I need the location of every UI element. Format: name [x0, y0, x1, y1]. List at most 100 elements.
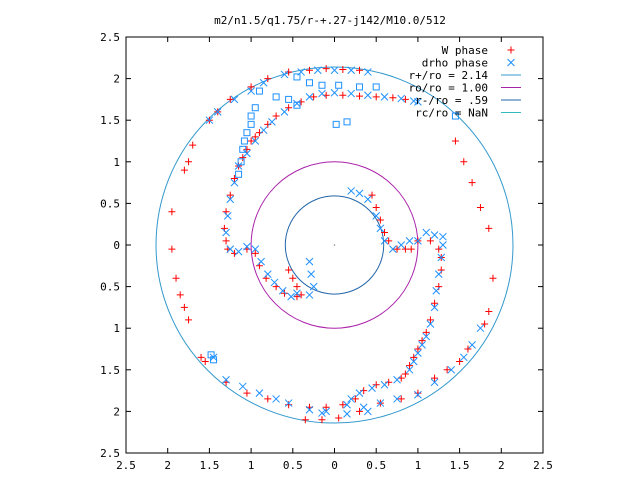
drho-phase-point — [414, 390, 422, 399]
w-phase-point — [310, 93, 318, 101]
drho-phase-point — [238, 382, 247, 391]
square-point — [210, 356, 218, 364]
w-phase-point — [381, 229, 389, 237]
circle-r-ro-59 — [284, 195, 385, 295]
drho-phase-point — [430, 303, 439, 312]
y-tick-label: 2.5 — [100, 447, 120, 460]
w-phase-point — [180, 303, 188, 311]
y-tick-label: 1.5 — [100, 114, 120, 127]
square-point — [235, 170, 243, 178]
drho-phase-point — [343, 400, 351, 409]
circle-ro-ro-1-00 — [250, 161, 419, 329]
drho-phase-point — [318, 89, 326, 98]
w-phase-point — [431, 374, 439, 382]
drho-phase-point — [330, 88, 339, 97]
y-tick-label: 0 — [113, 239, 120, 252]
y-tick-label: 2 — [113, 405, 120, 418]
drho-phase-point — [287, 292, 295, 301]
drho-phase-point — [322, 407, 331, 416]
drho-phase-point — [313, 66, 322, 75]
w-phase-point — [406, 362, 414, 370]
drho-phase-point — [222, 375, 230, 384]
square-point — [372, 83, 380, 91]
x-tick-label: 1.5 — [199, 459, 219, 472]
drho-phase-point — [347, 66, 356, 75]
x-tick-label: 1.5 — [450, 459, 470, 472]
w-phase-point — [401, 370, 409, 378]
w-phase-point — [322, 65, 330, 73]
drho-phase-point — [422, 332, 431, 341]
w-phase-point — [285, 104, 293, 112]
w-phase-point — [272, 112, 280, 120]
drho-phase-point — [468, 340, 476, 349]
w-phase-point — [335, 414, 343, 422]
w-phase-point — [437, 266, 445, 274]
w-phase-point — [485, 224, 493, 232]
drho-phase-point — [405, 365, 414, 374]
data-points — [168, 65, 497, 424]
w-phase-point — [172, 274, 180, 282]
w-phase-point — [401, 95, 409, 103]
w-phase-point — [189, 141, 197, 149]
w-phase-point — [322, 403, 330, 411]
drho-phase-point — [422, 228, 431, 237]
w-phase-point — [230, 174, 238, 182]
axes: 2.5 2 1.5 1 0.5 0 0.5 1 1.5 2 2.52.521.510.500.511… — [100, 31, 553, 472]
drho-phase-point — [355, 189, 364, 198]
w-phase-point — [485, 308, 493, 316]
w-phase-point — [176, 291, 184, 299]
drho-phase-point — [259, 78, 268, 87]
drho-phase-point — [434, 270, 443, 278]
drho-phase-point — [393, 375, 401, 384]
w-phase-point — [243, 145, 251, 153]
legend-label: r+/ro = 2.14 — [409, 69, 489, 82]
square-point — [240, 137, 248, 145]
drho-phase-point — [251, 137, 260, 145]
y-tick-label: 2.5 — [100, 31, 120, 44]
w-phase-point — [264, 120, 272, 128]
square-point — [293, 101, 301, 109]
drho-phase-point — [305, 291, 314, 299]
w-phase-point — [185, 158, 193, 166]
w-phase-point — [431, 299, 439, 307]
drho-phase-point — [251, 245, 260, 254]
drho-phase-point — [359, 403, 368, 412]
w-phase-point — [489, 274, 497, 282]
drho-phase-point — [380, 236, 389, 245]
origin-dot — [333, 244, 336, 246]
drho-phase-point — [414, 349, 422, 358]
w-phase-point — [168, 208, 176, 216]
w-phase-point — [356, 92, 364, 100]
drho-phase-point — [280, 108, 289, 116]
drho-phase-point — [426, 320, 435, 328]
w-phase-point — [318, 416, 326, 424]
x-tick-label: 1 — [415, 459, 422, 472]
square-point — [247, 112, 255, 120]
drho-phase-point — [255, 389, 264, 397]
w-phase-point — [401, 245, 409, 253]
square-point — [293, 73, 301, 81]
drho-phase-point — [305, 257, 314, 266]
legend-label: r-/ro = .59 — [415, 94, 488, 107]
w-phase-point — [422, 328, 430, 336]
drho-phase-point — [409, 357, 418, 366]
w-phase-point — [285, 401, 293, 409]
w-phase-point — [201, 357, 209, 365]
drho-phase-point — [318, 409, 326, 417]
drho-phase-point — [307, 270, 316, 278]
w-phase-point — [481, 320, 489, 328]
w-phase-point — [339, 91, 347, 99]
drho-phase-point — [272, 395, 280, 403]
drho-phase-point — [418, 340, 426, 349]
w-phase-point — [435, 283, 443, 291]
w-phase-point — [185, 316, 193, 324]
w-phase-point — [264, 75, 272, 83]
w-phase-point — [222, 237, 230, 245]
y-tick-label: 1 — [113, 322, 120, 335]
drho-phase-point — [234, 162, 243, 170]
drho-phase-point — [376, 399, 385, 407]
w-phase-point — [456, 357, 464, 365]
w-phase-point — [407, 245, 415, 253]
drho-phase-point — [330, 66, 339, 75]
